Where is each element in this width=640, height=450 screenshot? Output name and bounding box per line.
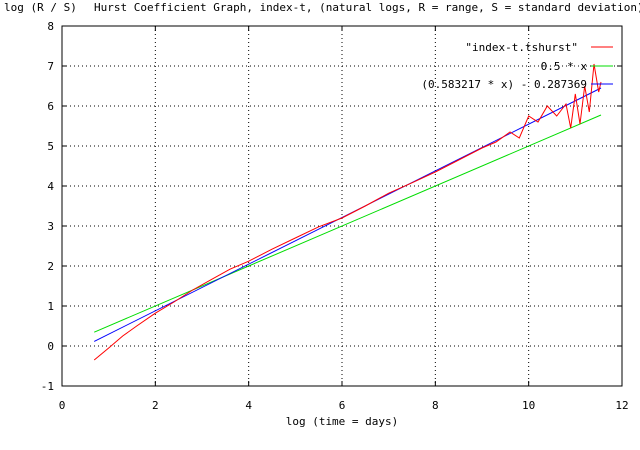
y-tick-label: 1 <box>47 300 54 313</box>
plot-frame <box>61 25 623 387</box>
series-line-2 <box>94 114 602 333</box>
legend-entry-series-1: "index-t.tshurst" <box>465 41 613 54</box>
x-tick-label: 2 <box>152 399 159 412</box>
x-tick-label: 4 <box>245 399 252 412</box>
x-tick-label: 6 <box>339 399 346 412</box>
x-axis-label: log (time = days) <box>286 415 399 428</box>
y-tick-label: 6 <box>47 100 54 113</box>
y-tick-label: 5 <box>47 140 54 153</box>
y-tick-label: 7 <box>47 60 54 73</box>
legend: "index-t.tshurst" 0.5 * x (0.583217 * x)… <box>421 41 613 91</box>
y-tick-label: -1 <box>41 380 54 393</box>
x-tick-label: 0 <box>59 399 66 412</box>
legend-label-series-2: 0.5 * x <box>541 60 588 73</box>
y-axis-label: log (R / S) <box>4 1 77 14</box>
legend-label-series-1: "index-t.tshurst" <box>465 41 578 54</box>
legend-label-series-3: (0.583217 * x) - 0.287369 <box>421 78 587 91</box>
x-tick-label: 8 <box>432 399 439 412</box>
y-tick-label: 3 <box>47 220 54 233</box>
y-tick-label: 4 <box>47 180 54 193</box>
y-tick-label: 2 <box>47 260 54 273</box>
series-line-1 <box>93 63 602 361</box>
x-tick-label: 12 <box>615 399 628 412</box>
y-tick-label: 0 <box>47 340 54 353</box>
y-tick-label: 8 <box>47 20 54 33</box>
plot-series <box>93 63 602 361</box>
x-tick-label: 10 <box>522 399 535 412</box>
chart-title: Hurst Coefficient Graph, index-t, (natur… <box>94 1 640 14</box>
legend-entry-series-2: 0.5 * x <box>541 60 613 73</box>
legend-entry-series-3: (0.583217 * x) - 0.287369 <box>421 78 613 91</box>
